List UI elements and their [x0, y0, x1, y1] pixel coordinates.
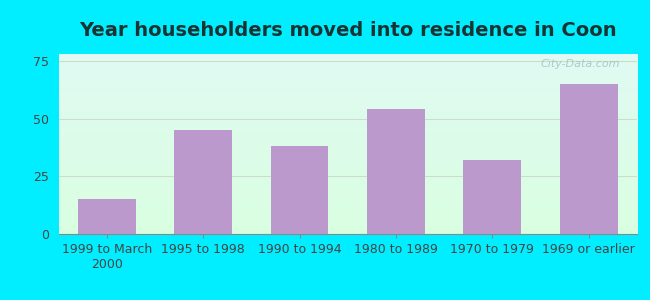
- Bar: [463, 160, 521, 234]
- Bar: [270, 146, 328, 234]
- Text: Year householders moved into residence in Coon: Year householders moved into residence i…: [79, 21, 617, 40]
- Bar: [78, 200, 136, 234]
- Bar: [174, 130, 232, 234]
- Bar: [560, 84, 618, 234]
- Bar: [367, 110, 425, 234]
- Text: City-Data.com: City-Data.com: [540, 59, 619, 69]
